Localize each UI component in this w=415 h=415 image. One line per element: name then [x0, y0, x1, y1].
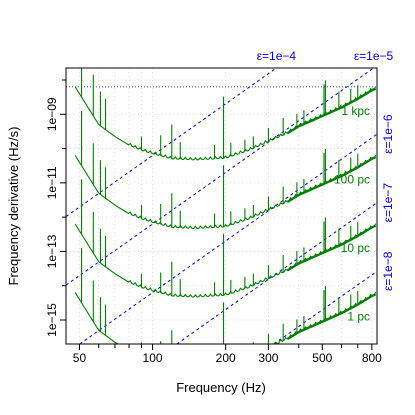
ellipticity-line — [176, 202, 378, 345]
ellipticity-line — [65, 67, 374, 286]
ellipticity-label: ε=1e−5 — [354, 49, 394, 63]
series-label: 100 pc — [334, 172, 370, 186]
sensitivity-curve-band — [287, 156, 377, 203]
ellipticity-line — [79, 133, 378, 345]
x-axis: 50 100 200 300 500 800 — [73, 344, 382, 365]
series-label: 1 pc — [347, 310, 370, 324]
ellipticity-line — [65, 67, 277, 217]
x-tick-label: 300 — [258, 351, 278, 365]
x-tick-label: 200 — [216, 351, 236, 365]
x-tick-label: 500 — [312, 351, 332, 365]
x-tick-label: 50 — [73, 351, 87, 365]
y-axis-label: Frequency derivative (Hz/s) — [6, 127, 21, 286]
ellipticity-label: ε=1e−7 — [381, 183, 395, 223]
y-tick-label: 1e−15 — [45, 303, 59, 337]
sensitivity-curves — [74, 68, 377, 345]
x-tick-label: 800 — [362, 351, 382, 365]
series-label: 1 kpc — [341, 104, 370, 118]
sensitivity-curve-band — [287, 87, 377, 135]
y-tick-label: 1e−09 — [45, 97, 59, 131]
ellipticity-lines — [65, 67, 378, 345]
y-tick-label: 1e−11 — [45, 166, 59, 199]
y-axis: 1e−09 1e−11 1e−13 1e−15 — [45, 79, 66, 337]
grid-lines — [66, 68, 377, 344]
sensitivity-curve-band — [287, 224, 377, 272]
sensitivity-curve-band — [287, 293, 377, 340]
ellipticity-label: ε=1e−8 — [381, 251, 395, 291]
y-tick-label: 1e−13 — [45, 234, 59, 268]
x-tick-label: 100 — [143, 351, 163, 365]
ellipticity-label: ε=1e−6 — [381, 114, 395, 154]
plot-frame — [65, 67, 378, 345]
ellipticity-labels: ε=1e−4 ε=1e−5 ε=1e−6 ε=1e−7 ε=1e−8 — [257, 49, 395, 291]
x-axis-label: Frequency (Hz) — [176, 380, 266, 395]
ellipticity-label: ε=1e−4 — [257, 49, 297, 63]
series-labels: 1 kpc 100 pc 10 pc 1 pc — [334, 104, 370, 324]
series-label: 10 pc — [341, 241, 370, 255]
